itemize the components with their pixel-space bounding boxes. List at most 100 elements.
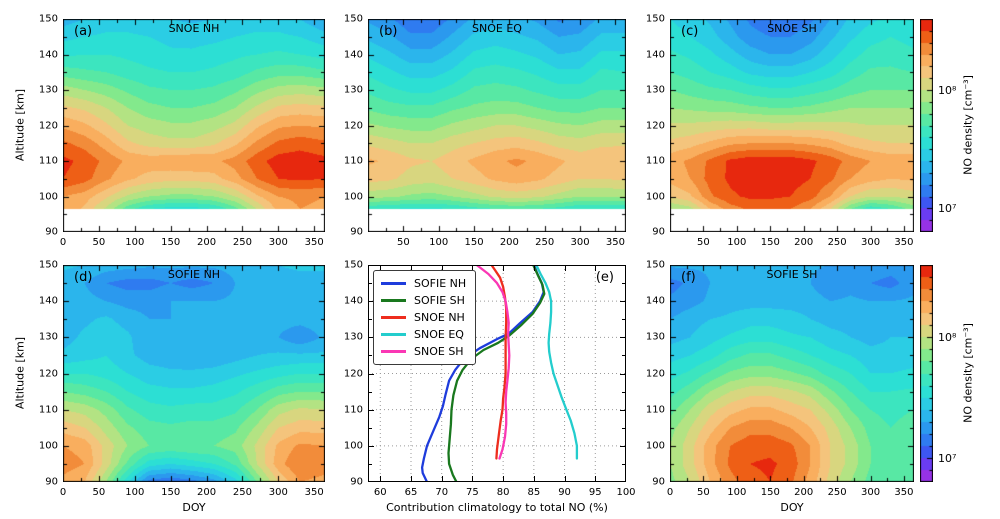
tick-label: 200 <box>197 237 217 248</box>
line-plot-contribution <box>368 265 626 482</box>
tick-label: 250 <box>535 237 555 248</box>
tick-label: 90 <box>45 226 58 238</box>
tick-label: 140 <box>343 49 363 60</box>
tick-label: 110 <box>38 155 58 167</box>
tick-label: 90 <box>558 487 571 498</box>
tick-label: 100 <box>645 191 665 202</box>
tick-label: 110 <box>343 155 363 167</box>
tick-label: 90 <box>652 226 665 238</box>
legend-line-swatch <box>381 282 406 285</box>
tick-label: 100 <box>429 237 449 248</box>
tick-label: 150 <box>645 13 665 25</box>
panel-letter-c: (c) <box>681 24 699 39</box>
x-axis-label-d: DOY <box>182 501 206 514</box>
tick-label: 130 <box>343 331 363 343</box>
tick-label: 140 <box>343 295 363 307</box>
colorbar-bottom-label: NO density [cm⁻³] <box>961 323 975 423</box>
contour-panel-snoe-eq: (b) SNOE EQ <box>368 19 626 232</box>
contour-plot-sofie-sh <box>670 265 914 482</box>
legend-label: SNOE EQ <box>414 328 464 341</box>
legend-label: SOFIE NH <box>414 277 467 290</box>
tick-label: 300 <box>570 237 590 248</box>
tick-label: 130 <box>343 84 363 96</box>
legend-item: SNOE NH <box>381 309 466 326</box>
colorbar-top-label: NO density [cm⁻³] <box>961 75 975 175</box>
tick-label: 350 <box>894 487 914 498</box>
colorbar-bottom <box>920 265 933 482</box>
tick-label: 140 <box>645 295 665 307</box>
tick-label: 90 <box>652 476 665 488</box>
colorbar-bottom-tick-1e8: 10⁸ <box>938 331 957 344</box>
contour-plot-sofie-nh <box>63 265 325 482</box>
tick-label: 200 <box>197 487 217 498</box>
tick-label: 300 <box>861 237 881 248</box>
tick-label: 0 <box>59 237 67 248</box>
colorbar-top-tick-1e8: 10⁸ <box>938 84 957 97</box>
colorbar-top-tick-1e7: 10⁷ <box>938 202 957 215</box>
colorbar-bottom-tick-1e7: 10⁷ <box>938 452 957 465</box>
tick-label: 75 <box>466 487 479 498</box>
legend-line-swatch <box>381 316 406 319</box>
legend-label: SNOE NH <box>414 311 465 324</box>
tick-label: 150 <box>464 237 484 248</box>
x-axis-label-f: DOY <box>780 501 804 514</box>
tick-label: 120 <box>38 120 58 131</box>
legend-label: SOFIE SH <box>414 294 465 307</box>
contour-panel-snoe-sh: (c) SNOE SH <box>670 19 914 232</box>
tick-label: 250 <box>827 487 847 498</box>
tick-label: 90 <box>350 226 363 238</box>
tick-label: 0 <box>666 487 674 498</box>
x-axis-label-e: Contribution climatology to total NO (%) <box>386 501 608 514</box>
tick-label: 120 <box>645 120 665 131</box>
tick-label: 100 <box>125 237 145 248</box>
tick-label: 110 <box>38 404 58 416</box>
legend: SOFIE NH SOFIE SH SNOE NH SNOE EQ SNOE SH <box>373 270 477 365</box>
tick-label: 150 <box>760 237 780 248</box>
contour-panel-sofie-nh: (d) SOFIE NH <box>63 265 325 482</box>
tick-label: 50 <box>92 487 106 498</box>
tick-label: 100 <box>38 191 58 202</box>
panel-title-a: SNOE NH <box>168 22 220 35</box>
tick-label: 350 <box>605 237 625 248</box>
tick-label: 130 <box>38 331 58 343</box>
tick-label: 70 <box>435 487 449 498</box>
tick-label: 250 <box>232 237 252 248</box>
tick-label: 0 <box>59 487 67 498</box>
tick-label: 100 <box>727 237 747 248</box>
tick-label: 140 <box>645 49 665 60</box>
tick-label: 90 <box>350 476 363 488</box>
tick-label: 80 <box>496 487 510 498</box>
tick-label: 200 <box>794 487 814 498</box>
tick-label: 150 <box>38 259 58 271</box>
tick-label: 120 <box>38 368 58 379</box>
legend-line-swatch <box>381 299 406 302</box>
tick-label: 130 <box>645 84 665 96</box>
tick-label: 300 <box>268 237 288 248</box>
tick-label: 50 <box>396 237 410 248</box>
tick-label: 150 <box>343 13 363 25</box>
tick-label: 85 <box>527 487 541 498</box>
tick-label: 150 <box>161 237 181 248</box>
tick-label: 100 <box>645 440 665 452</box>
panel-letter-d: (d) <box>74 270 93 285</box>
colorbar-top-gradient <box>920 19 933 232</box>
tick-label: 60 <box>373 487 387 498</box>
tick-label: 50 <box>92 237 106 248</box>
legend-item: SOFIE SH <box>381 292 466 309</box>
tick-label: 100 <box>125 487 145 498</box>
tick-label: 250 <box>827 237 847 248</box>
tick-label: 100 <box>727 487 747 498</box>
legend-item: SNOE EQ <box>381 326 466 343</box>
tick-label: 130 <box>38 84 58 96</box>
tick-label: 300 <box>268 487 288 498</box>
tick-label: 200 <box>794 237 814 248</box>
tick-label: 110 <box>343 404 363 416</box>
contour-panel-sofie-sh: (f) SOFIE SH <box>670 265 914 482</box>
tick-label: 50 <box>697 237 710 248</box>
panel-letter-a: (a) <box>74 24 93 39</box>
contour-plot-snoe-sh <box>670 19 914 232</box>
line-plot-panel-contribution: (e) SOFIE NH SOFIE SH SNOE NH SNOE EQ SNOE S… <box>368 265 626 482</box>
tick-label: 110 <box>645 155 665 167</box>
tick-label: 140 <box>38 295 58 307</box>
tick-label: 350 <box>304 237 324 248</box>
